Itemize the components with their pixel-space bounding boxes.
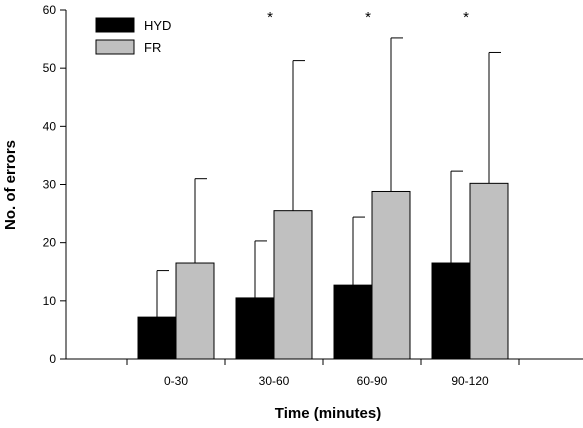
y-tick-label: 60 (43, 3, 57, 17)
y-tick-label: 0 (49, 352, 56, 366)
legend-label-hyd: HYD (144, 18, 171, 33)
y-tick-label: 50 (43, 61, 57, 75)
legend-swatch-fr (95, 39, 135, 55)
legend: HYD FR (95, 17, 171, 55)
legend-label-fr: FR (144, 40, 161, 55)
bar-hyd (235, 297, 275, 360)
y-tick-label: 40 (43, 119, 57, 133)
bar-hyd (333, 284, 373, 360)
bar-fr (371, 190, 411, 360)
y-axis-title: No. of errors (2, 140, 19, 230)
y-tick-label: 20 (43, 236, 57, 250)
significance-markers: * * * (267, 9, 469, 26)
bar-fr (175, 262, 215, 360)
x-axis-title: Time (minutes) (275, 405, 381, 422)
x-tick-label: 60-90 (357, 374, 388, 388)
significance-asterisk: * (267, 9, 273, 26)
y-tick-label: 10 (43, 294, 57, 308)
bar-hyd (431, 262, 471, 360)
bar-fr (469, 182, 509, 360)
significance-asterisk: * (365, 9, 371, 26)
x-tick-label: 30-60 (259, 374, 290, 388)
error-bars (156, 37, 501, 318)
x-tick-label: 0-30 (164, 374, 188, 388)
significance-asterisk: * (463, 9, 469, 26)
tick-labels: 0 10 20 30 40 50 60 0-30 30-60 60-90 90-120 (43, 3, 489, 388)
y-tick-label: 30 (43, 178, 57, 192)
legend-swatch-hyd (95, 17, 135, 33)
x-tick-label: 90-120 (451, 374, 489, 388)
bars (137, 182, 509, 360)
bar-fr (273, 210, 313, 360)
bar-hyd (137, 316, 177, 360)
